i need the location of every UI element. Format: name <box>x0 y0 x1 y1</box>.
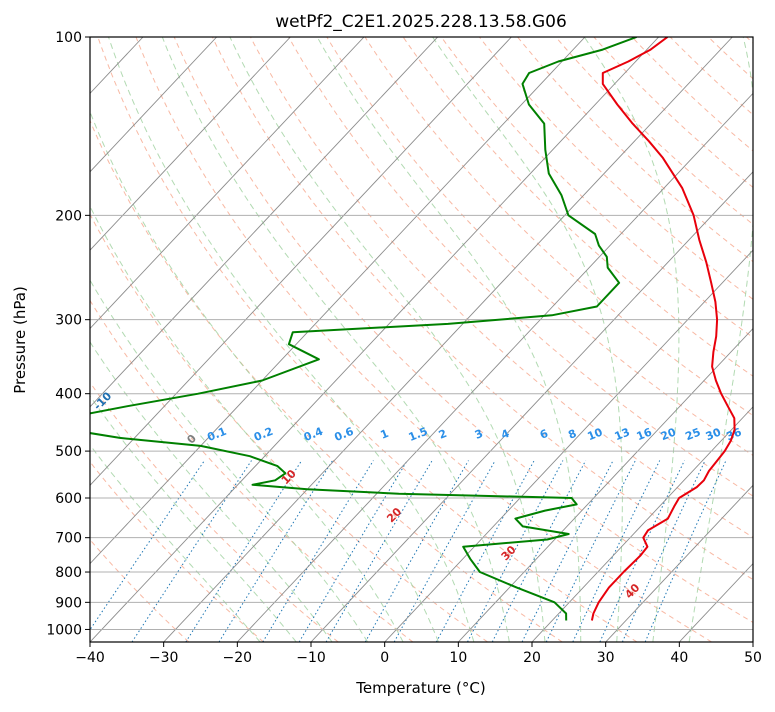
mixing-ratio-line <box>522 461 613 643</box>
x-tick-label: −30 <box>149 650 179 666</box>
y-tick-label: 500 <box>55 444 82 460</box>
y-tick-label: 600 <box>55 491 82 507</box>
x-tick-label: 10 <box>449 650 467 666</box>
y-axis-ticks: 100 200 300 400 500 600 700 800 900 1000 <box>46 30 90 638</box>
dry-adiabat <box>670 37 775 642</box>
y-tick-label: 400 <box>55 387 82 403</box>
dry-adiabat <box>327 37 775 642</box>
isotherm <box>532 37 775 642</box>
mixing-ratio-label: 16 <box>635 425 654 443</box>
moist-adiabat <box>433 37 623 642</box>
dry-adiabat <box>747 37 775 642</box>
mixing-ratio-label: 0.4 <box>302 425 325 444</box>
isotherm <box>0 37 438 642</box>
mixing-ratio-line <box>645 461 726 643</box>
y-tick-label: 300 <box>55 313 82 329</box>
mixing-ratio-label: 30 <box>704 425 723 443</box>
moist-adiabat <box>317 37 581 642</box>
chart-title: wetPf2_C2E1.2025.228.13.58.G06 <box>275 12 567 32</box>
dry-adiabat <box>708 37 775 642</box>
mixing-ratio-label: 6 <box>538 427 550 442</box>
isotherms <box>0 37 775 642</box>
adiabat-and-mixing-labels: 0.10.20.40.611.52346810131620253036-100-… <box>0 44 744 601</box>
y-tick-label: 200 <box>55 208 82 224</box>
isotherm <box>0 37 217 642</box>
dry-adiabat <box>0 37 413 642</box>
pressure-gridlines <box>90 37 753 629</box>
x-axis-label: Temperature (°C) <box>355 679 485 697</box>
x-axis-ticks: −40 −30 −20 −10 0 10 20 30 40 50 <box>75 642 762 666</box>
isotherm <box>0 37 364 642</box>
moist-adiabat <box>0 37 296 642</box>
y-tick-label: 1000 <box>46 622 82 638</box>
isotherm <box>679 37 775 642</box>
temperature-line <box>592 37 735 621</box>
mixing-ratio-label: 3 <box>473 427 485 442</box>
mixing-ratio-line <box>394 461 495 643</box>
isotherm <box>0 37 511 642</box>
mixing-ratio-label: 10 <box>585 425 604 443</box>
mixing-ratio-line <box>365 461 468 643</box>
mixing-ratio-label: 13 <box>613 425 632 443</box>
mixing-ratio-label: 0.2 <box>252 425 275 444</box>
isotherm <box>606 37 775 642</box>
mixing-ratio-line <box>436 461 534 643</box>
mixing-ratio-label: 2 <box>437 427 449 442</box>
mixing-ratio-line <box>573 461 660 643</box>
mixing-ratio-label: 0.1 <box>205 425 228 444</box>
dry-adiabat <box>403 37 775 642</box>
mixing-ratio-label: 1 <box>379 427 391 442</box>
mixing-ratio-label: 25 <box>683 425 702 443</box>
plot-frame <box>90 37 753 642</box>
mixing-ratio-line <box>299 461 407 643</box>
x-tick-label: −10 <box>296 650 326 666</box>
moist-adiabat <box>584 37 679 642</box>
moist-adiabat <box>0 37 260 642</box>
mixing-ratio-label: 8 <box>566 427 578 442</box>
moist-adiabat <box>28 37 403 642</box>
y-tick-label: 700 <box>55 531 82 547</box>
isotherm <box>164 37 733 642</box>
moist-adiabat <box>0 37 368 642</box>
x-tick-label: 50 <box>744 650 762 666</box>
x-tick-label: 40 <box>670 650 688 666</box>
moist-adiabat <box>162 37 509 642</box>
x-tick-label: 0 <box>380 650 389 666</box>
dry-adiabat <box>22 37 488 642</box>
isotherm <box>753 37 775 642</box>
x-tick-label: 20 <box>523 650 541 666</box>
dry-adiabats <box>0 37 775 642</box>
dry-adiabat-label: 40 <box>622 581 642 601</box>
dry-adiabat <box>479 37 775 642</box>
x-tick-label: −20 <box>223 650 253 666</box>
dry-adiabat <box>518 37 775 642</box>
mixing-ratio-line <box>600 461 685 643</box>
x-tick-label: 30 <box>597 650 615 666</box>
y-tick-label: 100 <box>55 30 82 46</box>
y-tick-label: 900 <box>55 595 82 611</box>
y-axis-label: Pressure (hPa) <box>11 286 29 394</box>
y-tick-label: 800 <box>55 565 82 581</box>
dry-adiabat-label: 30 <box>499 543 519 563</box>
moist-adiabat <box>689 37 756 642</box>
x-tick-label: −40 <box>75 650 105 666</box>
mixing-ratio-line <box>132 461 252 643</box>
dry-adiabat <box>174 37 775 642</box>
